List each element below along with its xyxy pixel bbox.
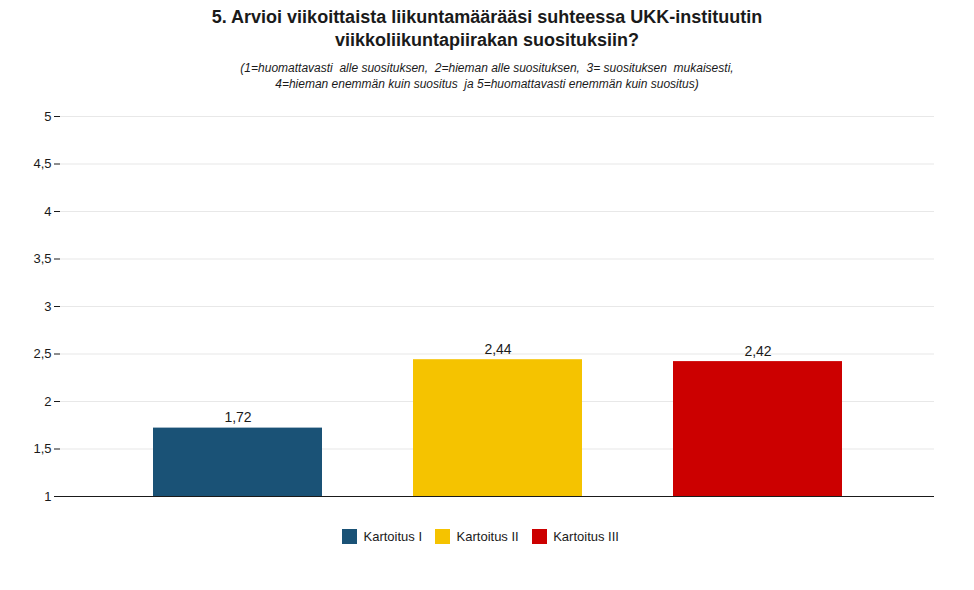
html-text:Kartoitus I: Kartoitus I [363, 529, 423, 544]
svg-text:3: 3 [44, 299, 51, 314]
svg-text:1: 1 [44, 489, 51, 504]
html-text:Kartoitus II: Kartoitus II [456, 529, 519, 544]
html-text:(1=huomattavasti alle suosituk: (1=huomattavasti alle suosituksen, 2=hie… [240, 61, 734, 91]
svg-text:2,42: 2,42 [744, 343, 771, 359]
html-text:Kartoitus III: Kartoitus III [553, 529, 619, 544]
svg-text:2,5: 2,5 [33, 346, 51, 361]
html-text:5. Arvioi viikoittaista liikun: 5. Arvioi viikoittaista liikuntamäärääsi… [211, 7, 763, 50]
svg-text:1,5: 1,5 [33, 441, 51, 456]
svg-text:2: 2 [44, 394, 51, 409]
svg-text:5: 5 [44, 109, 51, 124]
svg-text:3,5: 3,5 [33, 251, 51, 266]
svg-text:4,5: 4,5 [33, 156, 51, 171]
svg-text:4: 4 [44, 204, 51, 219]
svg-text:1,72: 1,72 [224, 409, 251, 425]
svg-text:2,44: 2,44 [484, 341, 511, 357]
